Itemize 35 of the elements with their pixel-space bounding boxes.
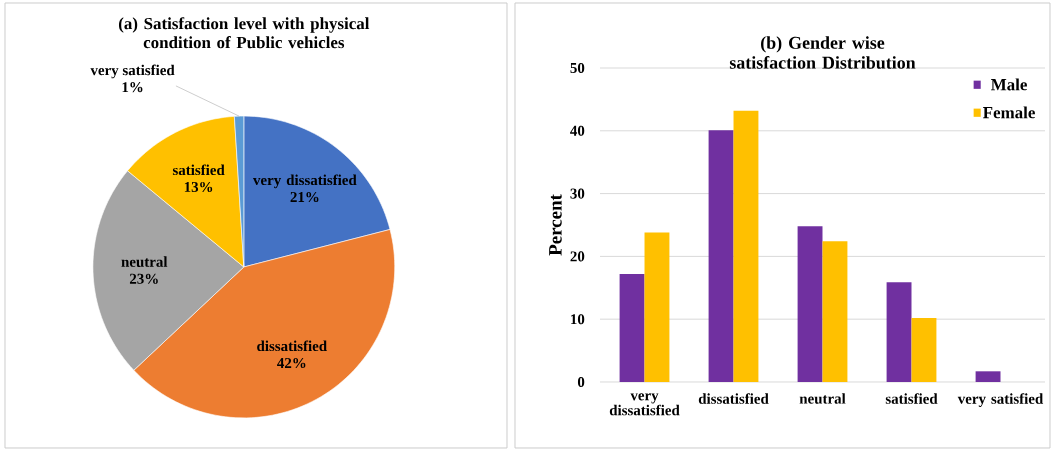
legend-label: Female: [983, 106, 1035, 119]
chart-title: (b) Gender wise satisfaction Distribution: [729, 36, 916, 69]
bar: [708, 130, 734, 382]
bar: [644, 232, 670, 382]
chart-title: (a) Satisfaction level with physical condition of Public vehicles: [118, 17, 370, 49]
bar: [733, 110, 759, 382]
legend-label: Male: [991, 78, 1027, 91]
y-tick-label: 0: [577, 376, 585, 388]
y-axis-title: Percent: [549, 194, 562, 256]
data-label: 1%: [122, 82, 143, 93]
bar: [822, 241, 848, 382]
data-label: 42%: [277, 357, 306, 369]
slice-label: very satisfied: [90, 64, 175, 79]
bar: [886, 282, 912, 382]
y-tick-label: 30: [570, 188, 585, 199]
x-tick-label: satisfied: [885, 393, 938, 404]
x-tick-label: very satisfied: [957, 393, 1044, 407]
y-tick-label: 50: [570, 62, 585, 74]
data-label: 23%: [129, 273, 158, 284]
data-label: 13%: [184, 181, 213, 193]
data-label: 21%: [290, 191, 319, 203]
slice-label: neutral: [121, 256, 168, 267]
y-tick-label: 40: [570, 125, 585, 136]
bar: [911, 317, 937, 382]
x-tick-label: neutral: [799, 393, 846, 404]
bar: [619, 273, 645, 382]
x-tick-label: very dissatisfied: [609, 393, 680, 416]
slice-label: very dissatisfied: [252, 174, 357, 189]
slice-label: satisfied: [172, 164, 225, 176]
bar: [797, 226, 823, 382]
y-tick-label: 20: [570, 251, 585, 262]
slice-label: dissatisfied: [257, 340, 327, 352]
y-tick-label: 10: [571, 314, 585, 325]
x-tick-label: dissatisfied: [698, 393, 769, 404]
bar: [975, 371, 1001, 382]
